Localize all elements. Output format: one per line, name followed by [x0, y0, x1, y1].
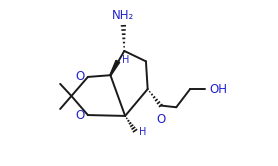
Polygon shape: [110, 60, 120, 76]
Text: O: O: [76, 70, 85, 83]
Text: OH: OH: [209, 83, 227, 96]
Text: H: H: [122, 55, 129, 65]
Text: NH₂: NH₂: [112, 9, 135, 22]
Text: O: O: [76, 109, 85, 122]
Text: H: H: [139, 126, 146, 136]
Text: O: O: [157, 113, 166, 126]
